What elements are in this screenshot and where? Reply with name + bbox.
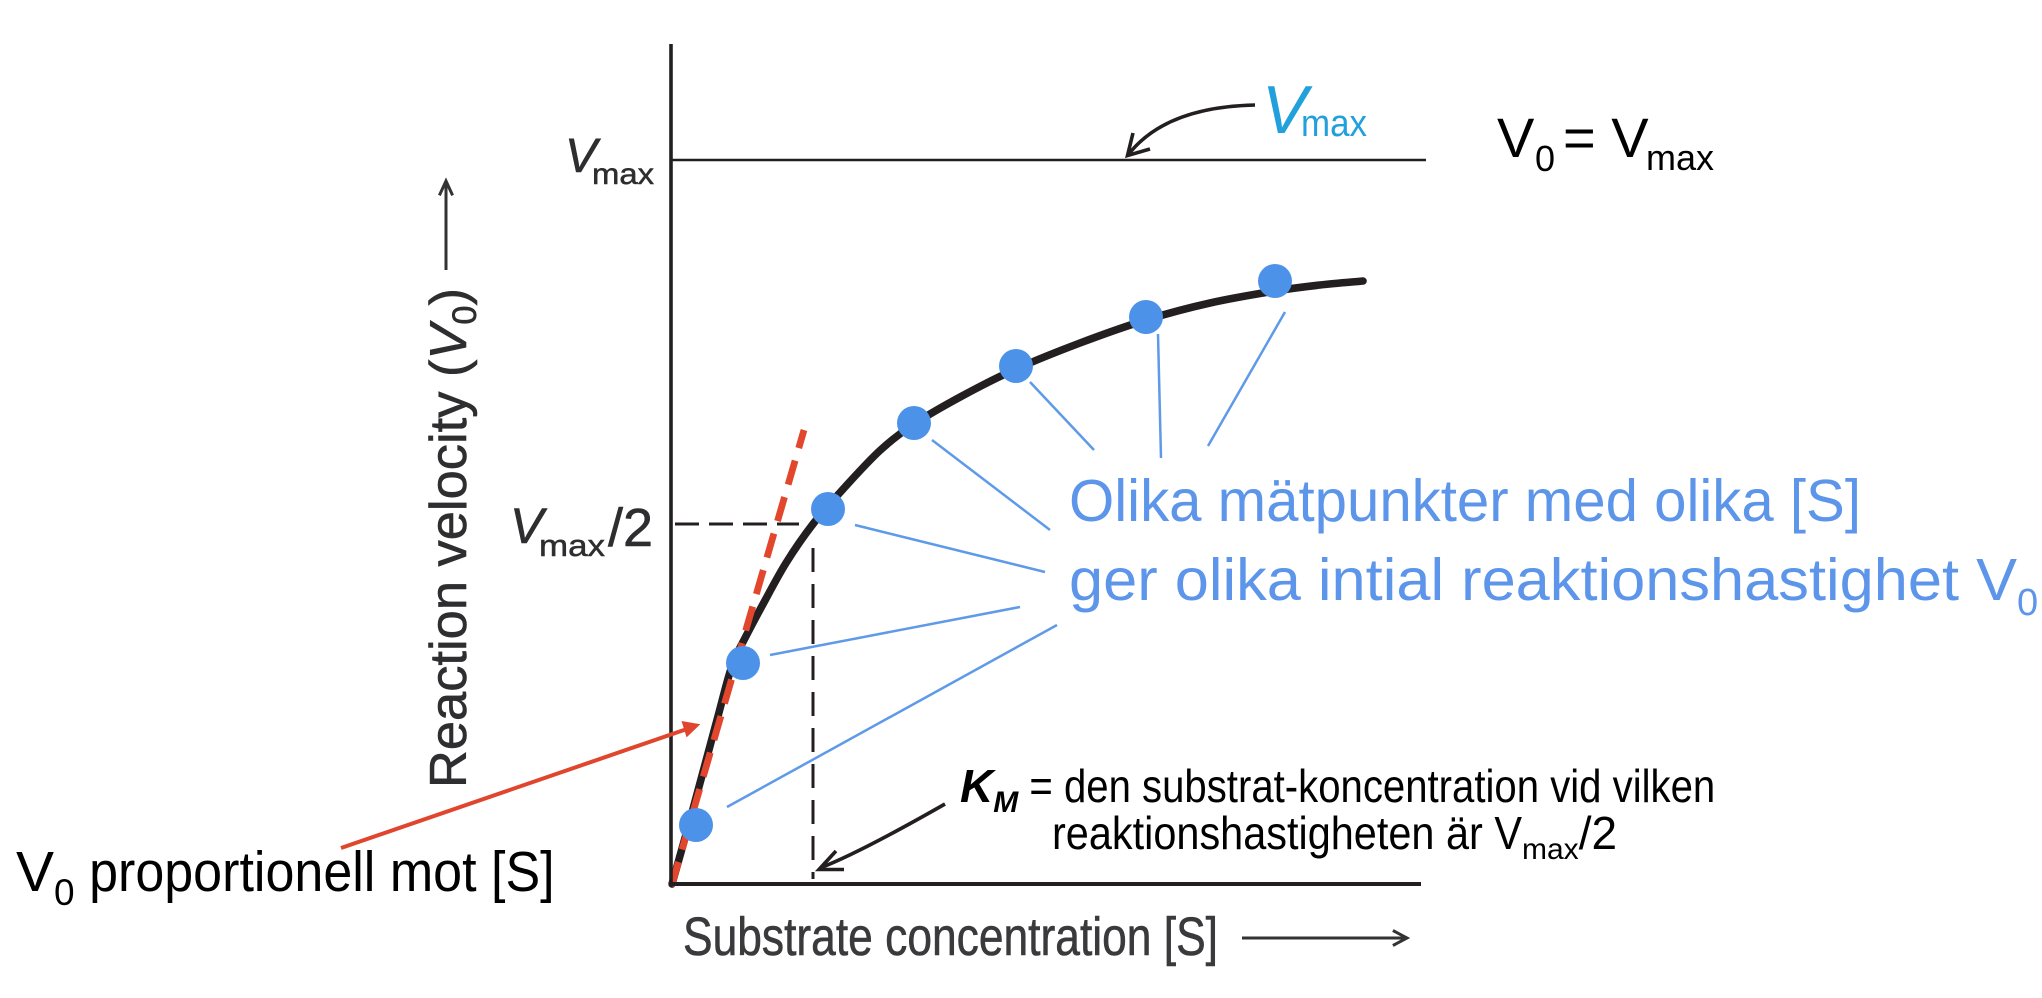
svg-text:max: max — [592, 158, 654, 191]
svg-text:V0= Vmax: V0 = Vmax — [1497, 106, 1714, 179]
svg-text:Substrate concentration [S]: Substrate concentration [S] — [683, 907, 1218, 967]
svg-text:KM = den substrat-koncentratio: KM = den substrat-koncentration vid vilk… — [960, 760, 1715, 819]
svg-text:reaktionshastigheten är Vmax/2: reaktionshastigheten är Vmax/2 — [1052, 807, 1617, 866]
svg-text:max: max — [539, 528, 606, 563]
svg-text:Olika mätpunkter med olika [S]: Olika mätpunkter med olika [S] — [1069, 468, 1861, 534]
svg-text:/2: /2 — [608, 498, 653, 558]
svg-text:Reaction velocity (V0): Reaction velocity (V0) — [420, 288, 484, 788]
svg-text:ger olika intial reaktionshast: ger olika intial reaktionshastighet V0 — [1069, 547, 2038, 624]
svg-text:V0 proportionell mot [S]: V0 proportionell mot [S] — [16, 840, 555, 913]
svg-text:V: V — [510, 498, 548, 554]
svg-text:max: max — [1301, 103, 1367, 145]
svg-text:V: V — [1262, 72, 1313, 148]
svg-text:V: V — [565, 130, 601, 183]
